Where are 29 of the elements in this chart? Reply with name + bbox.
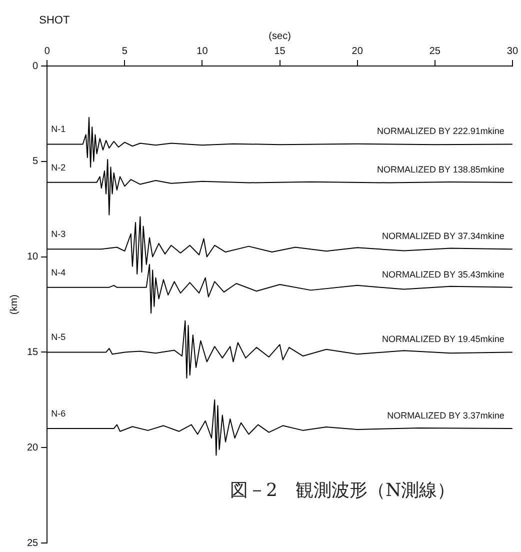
annotation: NORMALIZED BY 19.45mkine xyxy=(382,334,504,344)
x-tick-label: 30 xyxy=(506,46,518,57)
series-label: N-5 xyxy=(51,332,66,342)
y-tick-label: 20 xyxy=(27,442,39,454)
annotation: NORMALIZED BY 3.37mkine xyxy=(387,410,504,421)
x-tick-label: 15 xyxy=(274,46,286,57)
y-tick-label: 5 xyxy=(32,156,39,168)
annotation: NORMALIZED BY 138.85mkine xyxy=(377,164,504,174)
series-label: N-6 xyxy=(51,408,66,419)
y-tick-label: 25 xyxy=(27,538,39,549)
x-axis-title: (sec) xyxy=(268,30,291,42)
x-tick-label: 20 xyxy=(352,46,364,57)
y-tick-label: 10 xyxy=(27,252,39,263)
series-label: N-3 xyxy=(51,229,66,240)
y-tick-label: 0 xyxy=(32,60,39,72)
series-label: N-4 xyxy=(51,267,66,278)
x-tick-label: 25 xyxy=(429,46,441,57)
x-tick-label: 5 xyxy=(122,46,128,57)
annotation: NORMALIZED BY 222.91mkine xyxy=(377,126,504,136)
annotation: NORMALIZED BY 37.34mkine xyxy=(382,231,504,242)
text: SHOT xyxy=(39,14,70,27)
series-label: N-1 xyxy=(51,124,66,134)
text: 図－2 観測波形（N測線） xyxy=(230,479,456,502)
x-tick-label: 10 xyxy=(196,46,208,57)
y-tick-label: 15 xyxy=(27,346,39,358)
annotation: NORMALIZED BY 35.43mkine xyxy=(382,269,504,280)
x-tick-label: 0 xyxy=(44,46,50,57)
y-axis-title: (km) xyxy=(8,294,20,314)
series-label: N-2 xyxy=(51,162,66,172)
